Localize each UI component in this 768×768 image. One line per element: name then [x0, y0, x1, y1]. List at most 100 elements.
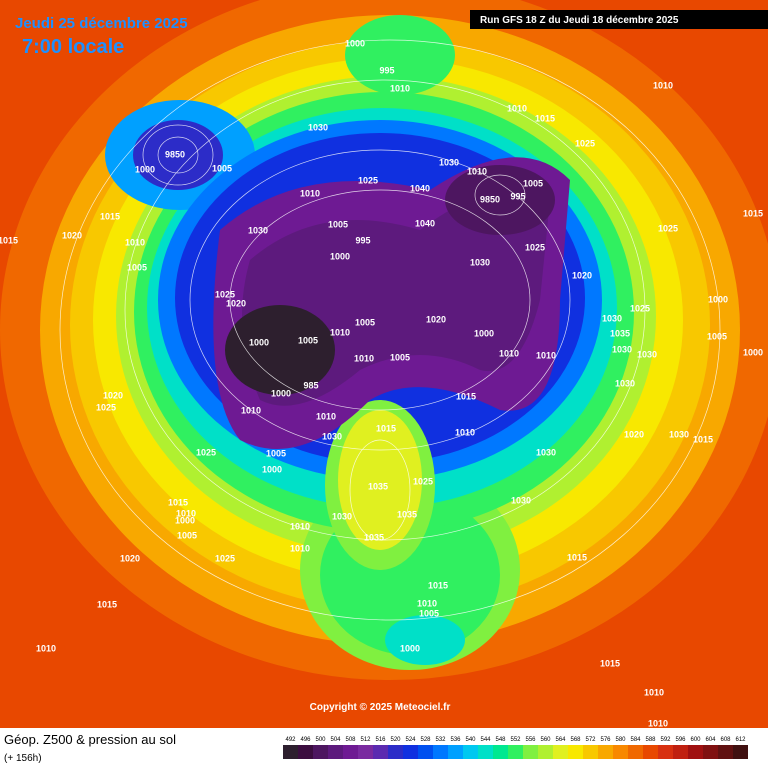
time: 7:00 locale: [22, 36, 124, 58]
scale-swatch: [298, 745, 313, 759]
pressure-label: 1005: [355, 317, 375, 327]
scale-swatch: [598, 745, 613, 759]
pressure-label: 1040: [415, 218, 435, 228]
pressure-label: 1025: [630, 303, 650, 313]
scale-swatch: [568, 745, 583, 759]
pressure-label: 1010: [644, 687, 664, 697]
pressure-label: 1015: [376, 423, 396, 433]
pressure-label: 1010: [176, 508, 196, 518]
pressure-label: 1010: [300, 188, 320, 198]
pressure-label: 995: [510, 191, 525, 201]
pressure-label: 1030: [612, 344, 632, 354]
scale-label: 508: [345, 737, 356, 743]
pressure-label: 1020: [426, 314, 446, 324]
pressure-label: 1020: [572, 270, 592, 280]
pressure-label: 1035: [368, 481, 388, 491]
pressure-label: 1030: [637, 349, 657, 359]
pressure-label: 1010: [290, 521, 310, 531]
pressure-label: 1015: [100, 211, 120, 221]
scale-swatch: [418, 745, 433, 759]
pressure-label: 1020: [62, 230, 82, 240]
pressure-label: 985: [303, 380, 318, 390]
scale-swatch: [583, 745, 598, 759]
pressure-label: 1000: [708, 294, 728, 304]
run-info: Run GFS 18 Z du Jeudi 18 décembre 2025: [480, 15, 679, 26]
scale-swatch: [358, 745, 373, 759]
scale-swatch: [313, 745, 328, 759]
scale-swatch: [703, 745, 718, 759]
pressure-label: 1030: [470, 257, 490, 267]
pressure-label: 1015: [535, 113, 555, 123]
pressure-label: 1010: [36, 643, 56, 653]
pressure-label: 995: [355, 235, 370, 245]
scale-swatch: [628, 745, 643, 759]
pressure-label: 1000: [743, 347, 763, 357]
scale-label: 612: [735, 737, 746, 743]
scale-swatch: [523, 745, 538, 759]
scale-label: 560: [540, 737, 551, 743]
pressure-label: 1005: [707, 331, 727, 341]
run-box: [470, 10, 768, 29]
scale-label: 580: [615, 737, 626, 743]
scale-label: 600: [690, 737, 701, 743]
scale-label: 532: [435, 737, 446, 743]
pressure-label: 1035: [364, 532, 384, 542]
scale-swatch: [403, 745, 418, 759]
copyright: Copyright © 2025 Meteociel.fr: [310, 702, 451, 713]
pressure-label: 1030: [602, 313, 622, 323]
pressure-label: 9850: [165, 149, 185, 159]
scale-swatch: [448, 745, 463, 759]
pressure-label: 1005: [419, 608, 439, 618]
scale-label: 584: [630, 737, 641, 743]
pressure-label: 1000: [175, 515, 195, 525]
pressure-label: 1025: [658, 223, 678, 233]
scale-label: 524: [405, 737, 416, 743]
scale-swatch: [538, 745, 553, 759]
pressure-label: 1030: [669, 429, 689, 439]
pressure-label: 1000: [271, 388, 291, 398]
pressure-label: 1010: [316, 411, 336, 421]
pressure-label: 1015: [567, 552, 587, 562]
scale-swatch: [373, 745, 388, 759]
scale-swatch: [673, 745, 688, 759]
footer-title: Géop. Z500 & pression au sol: [4, 732, 176, 747]
pressure-label: 1030: [511, 495, 531, 505]
scale-swatch: [718, 745, 733, 759]
scale-swatch: [688, 745, 703, 759]
pressure-label: 1030: [536, 447, 556, 457]
scale-label: 516: [375, 737, 386, 743]
pressure-label: 1005: [177, 530, 197, 540]
pressure-label: 1000: [135, 164, 155, 174]
pressure-label: 1005: [523, 178, 543, 188]
scale-label: 588: [645, 737, 656, 743]
scale-label: 576: [600, 737, 611, 743]
scale-swatch: [733, 745, 748, 759]
pressure-label: 1030: [248, 225, 268, 235]
pressure-label: 1010: [455, 427, 475, 437]
scale-label: 500: [315, 737, 326, 743]
scale-swatch: [283, 745, 298, 759]
pressure-label: 1005: [328, 219, 348, 229]
scale-label: 552: [510, 737, 521, 743]
color-scale: 492 496 500 504 508 512 516 520 524 528 532 536 540 5…: [283, 737, 748, 759]
pressure-label: 1020: [120, 553, 140, 563]
scale-label: 512: [360, 737, 371, 743]
scale-label: 548: [495, 737, 506, 743]
pressure-label: 1020: [624, 429, 644, 439]
pressure-label: 1010: [390, 83, 410, 93]
pressure-label: 1030: [615, 378, 635, 388]
pressure-label: 1015: [428, 580, 448, 590]
pressure-label: 1000: [330, 251, 350, 261]
pressure-label: 1025: [96, 402, 116, 412]
pressure-label: 1025: [215, 289, 235, 299]
pressure-label: 1015: [743, 208, 763, 218]
pressure-label: 1030: [308, 122, 328, 132]
scale-label: 604: [705, 737, 716, 743]
pressure-label: 1010: [499, 348, 519, 358]
pressure-label: 1025: [413, 476, 433, 486]
pressure-label: 1010: [290, 543, 310, 553]
pressure-label: 1035: [397, 509, 417, 519]
pressure-label: 1015: [168, 497, 188, 507]
scale-swatch: [328, 745, 343, 759]
